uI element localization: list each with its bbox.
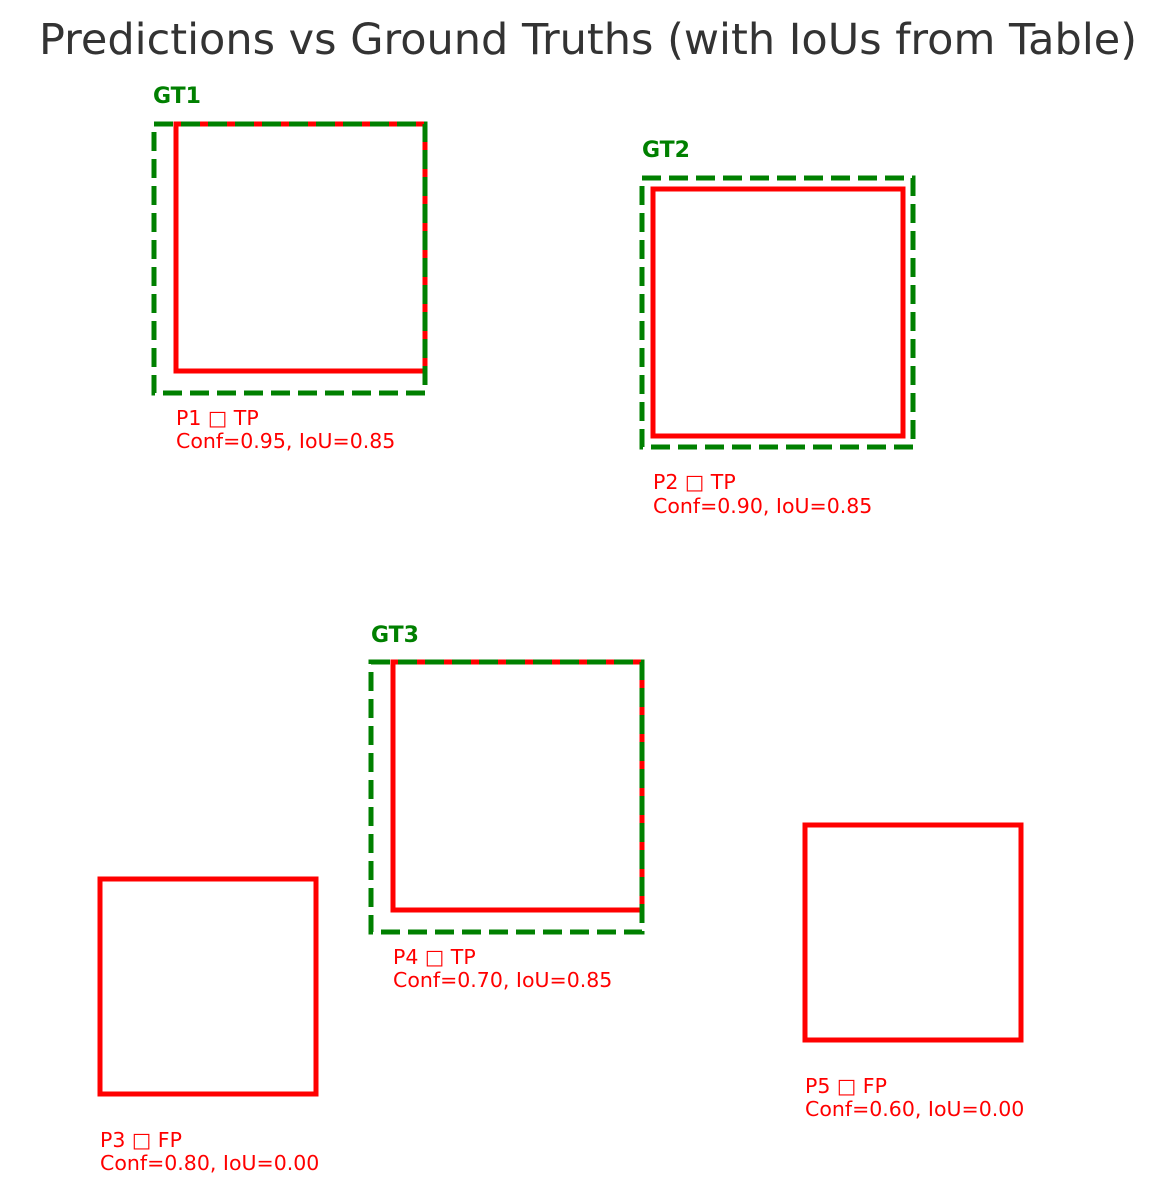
prediction-box-p2 <box>650 186 906 439</box>
prediction-label-p3: P3 □ FP <box>100 1128 182 1152</box>
ground-truth-box-gt3 <box>368 659 645 935</box>
ground-truth-box-gt1 <box>151 121 428 396</box>
diagram-title: Predictions vs Ground Truths (with IoUs … <box>39 15 1137 65</box>
ground-truth-label-gt1: GT1 <box>153 84 201 109</box>
prediction-box-p3 <box>97 876 319 1097</box>
prediction-label-p1: P1 □ TP <box>176 406 259 430</box>
prediction-detail-p2: Conf=0.90, IoU=0.85 <box>653 494 872 518</box>
ground-truth-label-gt2: GT2 <box>642 138 690 163</box>
ground-truth-box-gt2 <box>639 175 916 450</box>
prediction-label-p5: P5 □ FP <box>805 1074 887 1098</box>
prediction-detail-p4: Conf=0.70, IoU=0.85 <box>393 968 612 992</box>
prediction-detail-p3: Conf=0.80, IoU=0.00 <box>100 1151 319 1175</box>
prediction-label-p4: P4 □ TP <box>393 945 476 969</box>
prediction-detail-p1: Conf=0.95, IoU=0.85 <box>176 429 395 453</box>
prediction-label-p2: P2 □ TP <box>653 470 736 494</box>
prediction-detail-p5: Conf=0.60, IoU=0.00 <box>805 1097 1024 1121</box>
prediction-box-p1 <box>173 121 428 374</box>
prediction-box-p4 <box>390 659 645 913</box>
prediction-box-p5 <box>802 822 1024 1043</box>
ground-truth-label-gt3: GT3 <box>371 623 419 648</box>
